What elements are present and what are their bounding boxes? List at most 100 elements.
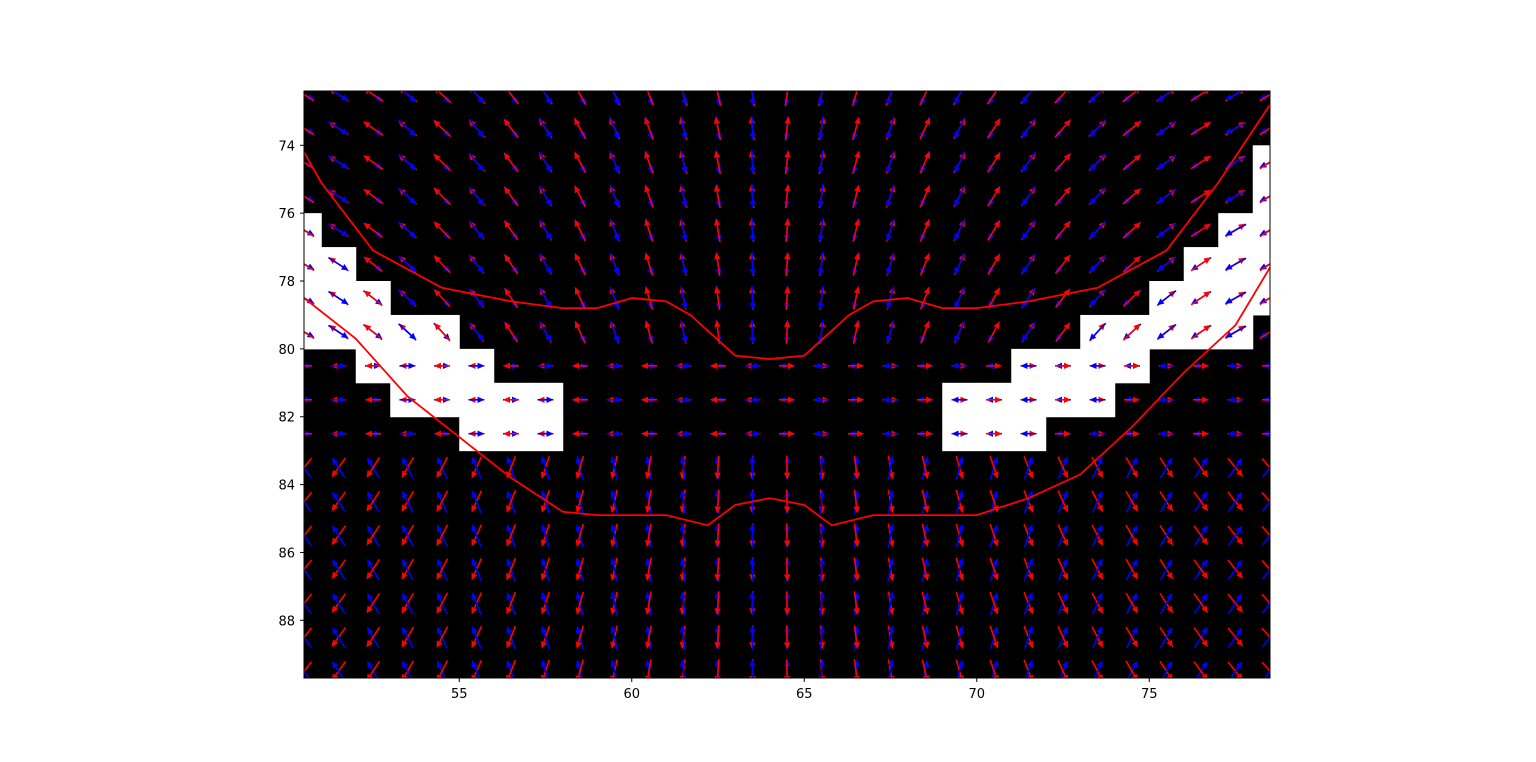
quiver-arrow-a	[852, 218, 861, 242]
quiver-arrow-b	[437, 660, 446, 678]
quiver-arrow-a	[1261, 458, 1270, 469]
quiver-arrow-b	[1262, 602, 1270, 614]
quiver-arrow-b	[749, 184, 756, 209]
quiver-arrow-a	[540, 489, 551, 513]
quiver-arrow-a	[1057, 456, 1068, 479]
quiver-arrow-a	[710, 430, 726, 437]
quiver-arrow-b	[1224, 121, 1247, 134]
quiver-arrow-b	[1091, 490, 1103, 513]
quiver-arrow-a	[503, 118, 519, 139]
quiver-arrow-a	[1054, 187, 1071, 206]
quiver-arrow-a	[1261, 593, 1270, 605]
quiver-arrow-a	[1055, 322, 1071, 342]
masked-cell	[304, 213, 322, 248]
quiver-arrow-a	[363, 256, 383, 273]
quiver-arrow-a	[852, 252, 861, 276]
quiver-arrow-b	[327, 121, 349, 135]
quiver-arrow-b	[540, 557, 550, 582]
quiver-arrow-a	[1091, 626, 1103, 648]
quiver-arrow-b	[1057, 558, 1068, 581]
quiver-arrow-a	[1055, 430, 1071, 437]
quiver-arrow-b	[679, 523, 687, 548]
quiver-arrow-b	[610, 455, 618, 480]
quiver-arrow-a	[503, 362, 519, 370]
quiver-arrow-b	[471, 626, 482, 649]
quiver-arrow-b	[680, 319, 688, 344]
quiver-arrow-b	[1193, 627, 1208, 648]
quiver-arrow-a	[1227, 661, 1243, 678]
quiver-arrow-b	[1193, 457, 1208, 479]
quiver-arrow-a	[1054, 254, 1071, 274]
quiver-arrow-a	[506, 625, 517, 649]
quiver-arrow-b	[887, 557, 895, 582]
quiver-arrow-a	[1125, 626, 1139, 648]
quiver-arrow-a	[1125, 456, 1139, 479]
quiver-arrow-a	[504, 220, 519, 241]
quiver-arrow-a	[1091, 490, 1103, 513]
quiver-arrow-b	[1057, 626, 1068, 649]
quiver-arrow-a	[304, 627, 313, 639]
quiver-arrow-b	[575, 625, 584, 650]
quiver-arrow-a	[304, 330, 315, 340]
quiver-arrow-b	[437, 524, 448, 547]
quiver-arrow-b	[402, 456, 414, 479]
quiver-arrow-b	[680, 150, 688, 175]
boundary-upper-line	[304, 104, 1270, 360]
quiver-arrow-b	[327, 155, 349, 169]
quiver-arrow-b	[1089, 254, 1107, 273]
quiver-arrow-b	[398, 153, 417, 171]
quiver-arrow-b	[1057, 592, 1068, 615]
x-tick-label: 65	[796, 687, 813, 702]
quiver-arrow-b	[679, 591, 687, 616]
quiver-arrow-b	[506, 625, 516, 649]
quiver-arrow-b	[398, 119, 417, 137]
quiver-arrow-b	[818, 455, 826, 480]
quiver-arrow-a	[1259, 229, 1270, 238]
quiver-arrow-a	[1125, 558, 1139, 580]
quiver-arrow-a	[641, 396, 657, 403]
quiver-arrow-b	[1091, 558, 1103, 581]
quiver-arrow-b	[1091, 456, 1103, 479]
quiver-arrow-b	[506, 524, 516, 548]
quiver-arrow-b	[437, 558, 448, 581]
quiver-arrow-b	[332, 627, 346, 648]
quiver-arrow-b	[679, 557, 687, 582]
quiver-arrow-a	[853, 455, 860, 480]
quiver-arrow-a	[436, 558, 449, 581]
quiver-arrow-a	[1190, 257, 1211, 272]
quiver-arrow-a	[853, 489, 860, 514]
quiver-arrow-a	[1023, 659, 1034, 678]
quiver-arrow-a	[433, 221, 451, 240]
quiver-arrow-a	[714, 523, 721, 548]
quiver-arrow-a	[471, 490, 483, 513]
quiver-arrow-b	[882, 430, 899, 437]
quiver-arrow-a	[644, 320, 653, 344]
quiver-arrow-b	[1093, 660, 1103, 678]
quiver-arrow-b	[1262, 534, 1270, 546]
quiver-arrow-a	[646, 91, 655, 106]
quiver-arrow-b	[887, 523, 895, 548]
quiver-arrow-b	[887, 489, 895, 514]
quiver-arrow-a	[504, 321, 519, 343]
quiver-arrow-a	[921, 489, 930, 514]
quiver-arrow-b	[749, 116, 756, 141]
quiver-arrow-a	[1190, 91, 1210, 102]
masked-cell	[1252, 145, 1270, 180]
quiver-arrow-a	[1091, 456, 1103, 479]
y-tick-label: 82	[278, 411, 295, 426]
quiver-arrow-a	[853, 557, 860, 582]
quiver-arrow-b	[304, 635, 312, 648]
quiver-arrow-a	[917, 430, 933, 437]
quiver-arrow-b	[817, 218, 825, 243]
quiver-arrow-b	[954, 218, 966, 241]
quiver-arrow-b	[1020, 430, 1037, 437]
quiver-arrow-b	[1193, 593, 1208, 614]
quiver-arrow-a	[713, 184, 721, 209]
quiver-arrow-a	[989, 625, 999, 649]
quiver-arrow-b	[1263, 669, 1270, 678]
quiver-arrow-b	[679, 455, 687, 480]
quiver-arrow-b	[680, 252, 688, 276]
quiver-arrow-b	[954, 151, 966, 174]
quiver-arrow-b	[327, 324, 349, 339]
